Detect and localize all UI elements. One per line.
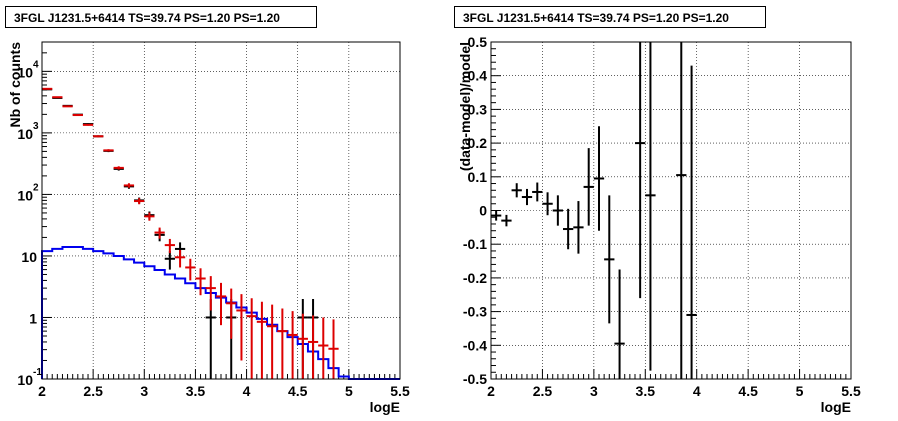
left-plot-frame [41,41,401,380]
right-x-tick-label-3: 3.5 [636,383,656,399]
right-y-tick-label-2: -0.3 [463,304,487,320]
right-y-axis-label: (data-model)/model [457,42,473,171]
right-x-tick-label-5: 4.5 [738,383,758,399]
right-y-tick-label-6: 0.1 [468,169,488,185]
right-x-tick-label-6: 5 [796,383,804,399]
left-x-tick-label-3: 3.5 [186,383,206,399]
left-x-tick-label-2: 3 [140,383,148,399]
left-y-tick-exp-5: 4 [33,59,39,70]
left-x-tick-label-0: 2 [38,383,46,399]
right-y-tick-label-9: 0.4 [468,68,488,84]
left-chart-title: 3FGL J1231.5+6414 TS=39.74 PS=1.20 PS=1.… [5,6,317,28]
right-y-tick-label-7: 0.2 [468,135,488,151]
right-y-tick-label-3: -0.2 [463,270,487,286]
right-y-tick-label-8: 0.3 [468,101,488,117]
right-y-tick-label-5: 0 [479,203,487,219]
right-x-tick-label-4: 4 [693,383,701,399]
left-y-tick-exp-4: 3 [33,121,39,132]
left-y-tick-label-1: 1 [29,310,37,326]
right-y-tick-label-4: -0.1 [463,236,487,252]
left-x-tick-label-4: 4 [243,383,251,399]
right-y-tick-label-10: 0.5 [468,34,488,50]
left-x-axis-label: logE [370,399,400,415]
right-y-tick-label-0: -0.5 [463,371,487,387]
left-y-tick-label-5: 10 [17,64,33,80]
left-x-tick-label-5: 4.5 [288,383,308,399]
right-chart-title: 3FGL J1231.5+6414 TS=39.74 PS=1.20 PS=1.… [454,6,766,28]
left-y-tick-label-0: 10 [17,372,33,388]
right-plot-frame [490,41,852,380]
left-y-tick-label-2: 10 [21,249,37,265]
right-x-tick-label-7: 5.5 [841,383,861,399]
right-x-axis-label: logE [821,399,851,415]
left-y-tick-exp-0: -1 [33,367,42,378]
left-x-tick-label-6: 5 [345,383,353,399]
right-x-tick-label-0: 2 [487,383,495,399]
right-y-tick-label-1: -0.4 [463,337,487,353]
left-x-tick-label-7: 5.5 [390,383,410,399]
left-y-tick-exp-3: 2 [33,182,39,193]
left-y-tick-label-3: 10 [17,187,33,203]
left-x-tick-label-1: 2.5 [83,383,103,399]
left-y-axis-label: Nb of counts [7,42,23,128]
right-x-tick-label-2: 3 [590,383,598,399]
right-x-tick-label-1: 2.5 [533,383,553,399]
left-y-tick-label-4: 10 [17,126,33,142]
